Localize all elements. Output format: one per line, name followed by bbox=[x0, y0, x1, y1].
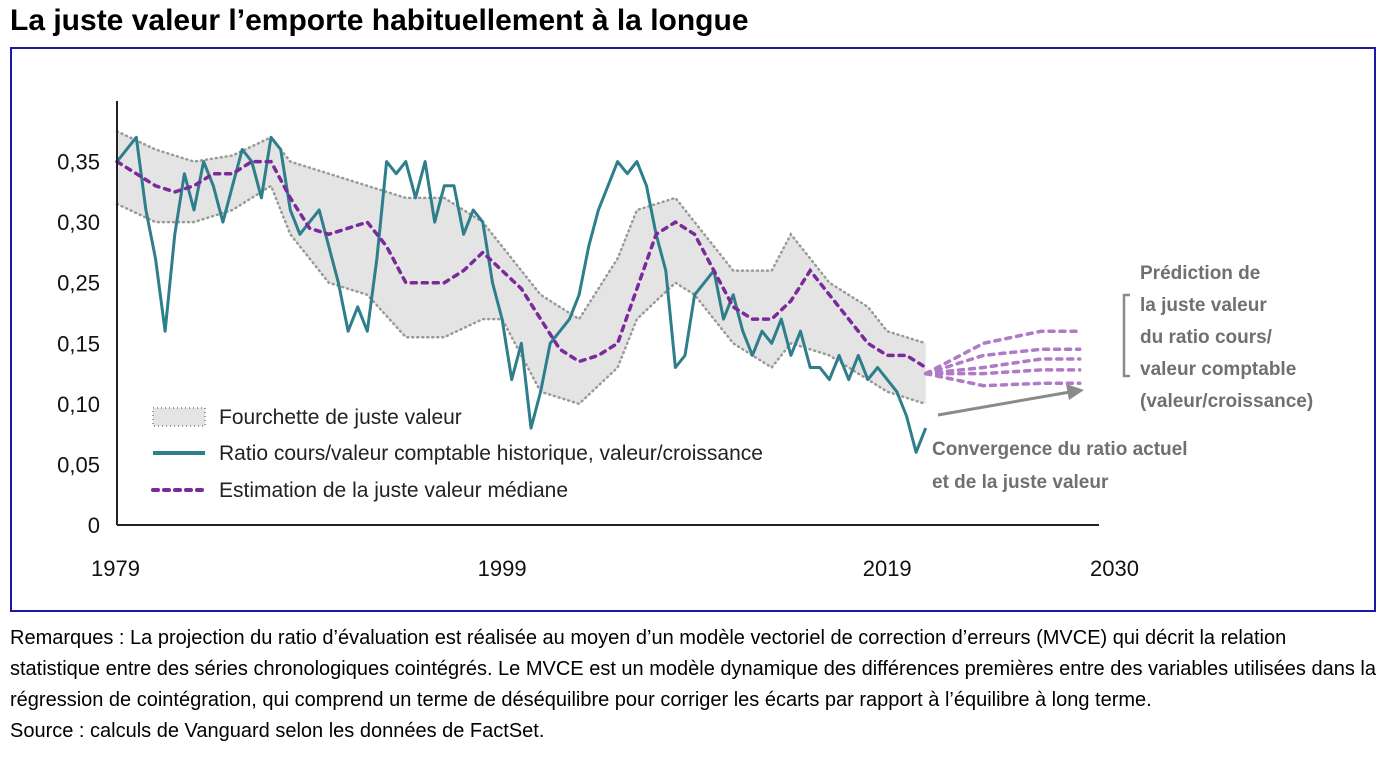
y-tick-label: 0,15 bbox=[57, 331, 100, 356]
y-tick-label: 0,30 bbox=[57, 210, 100, 235]
forecast-bracket bbox=[1122, 293, 1130, 378]
chart-plot: 0 0,05 0,10 0,15 0,25 0,30 0,35 1979 1999 2019 203… bbox=[57, 101, 1313, 581]
annotations: Prédiction de la juste valeur du ratio cou… bbox=[932, 263, 1313, 493]
source-text: Source : calculs de Vanguard selon les d… bbox=[10, 720, 545, 742]
page-title: La juste valeur l’emporte habituellement… bbox=[10, 4, 749, 37]
convergence-arrow-shaft bbox=[937, 390, 1071, 417]
fair-value-band bbox=[115, 130, 927, 406]
axes: 0 0,05 0,10 0,15 0,25 0,30 0,35 1979 1999 2019 203… bbox=[57, 101, 1139, 581]
remarks-text: Remarques : La projection du ratio d’éva… bbox=[10, 627, 1376, 711]
x-tick-label: 2030 bbox=[1090, 556, 1139, 581]
forecast-label-line: du ratio cours/ bbox=[1140, 327, 1273, 348]
forecast-line-1 bbox=[923, 329, 1082, 376]
legend-label-median: Estimation de la juste valeur médiane bbox=[219, 479, 568, 502]
historical-ratio-line bbox=[115, 135, 928, 454]
forecast-label-line: Prédiction de bbox=[1140, 263, 1260, 284]
y-tick-label: 0,10 bbox=[57, 392, 100, 417]
convergence-label-line: et de la juste valeur bbox=[932, 472, 1109, 493]
y-tick-label: 0,25 bbox=[57, 271, 100, 296]
convergence-arrow-head bbox=[1066, 384, 1084, 400]
legend-swatch-band bbox=[152, 407, 206, 427]
legend-label-band: Fourchette de juste valeur bbox=[219, 406, 462, 429]
forecast-line-2 bbox=[923, 347, 1082, 376]
legend-label-historical: Ratio cours/valeur comptable historique,… bbox=[219, 442, 763, 465]
forecast-label-line: (valeur/croissance) bbox=[1140, 391, 1313, 412]
legend: Fourchette de juste valeur Ratio cours/va… bbox=[151, 406, 763, 502]
y-tick-label: 0,05 bbox=[57, 452, 100, 477]
x-tick-label: 1979 bbox=[91, 556, 140, 581]
forecast-label-line: la juste valeur bbox=[1140, 295, 1267, 316]
y-tick-label: 0 bbox=[88, 513, 100, 538]
chart-notes: Remarques : La projection du ratio d’éva… bbox=[10, 623, 1380, 747]
chart-frame: 0 0,05 0,10 0,15 0,25 0,30 0,35 1979 1999 2019 203… bbox=[10, 47, 1376, 612]
forecast-line-4 bbox=[923, 368, 1082, 376]
x-tick-label: 2019 bbox=[863, 556, 912, 581]
forecast-line-5 bbox=[923, 371, 1082, 388]
forecast-line-3 bbox=[923, 357, 1082, 376]
x-tick-label: 1999 bbox=[478, 556, 527, 581]
band-area bbox=[117, 131, 926, 404]
forecast-label-line: valeur comptable bbox=[1140, 359, 1296, 380]
y-tick-label: 0,35 bbox=[57, 150, 100, 175]
median-fair-value-line bbox=[115, 159, 928, 370]
series-lines bbox=[115, 135, 1082, 454]
convergence-label-line: Convergence du ratio actuel bbox=[932, 439, 1188, 460]
